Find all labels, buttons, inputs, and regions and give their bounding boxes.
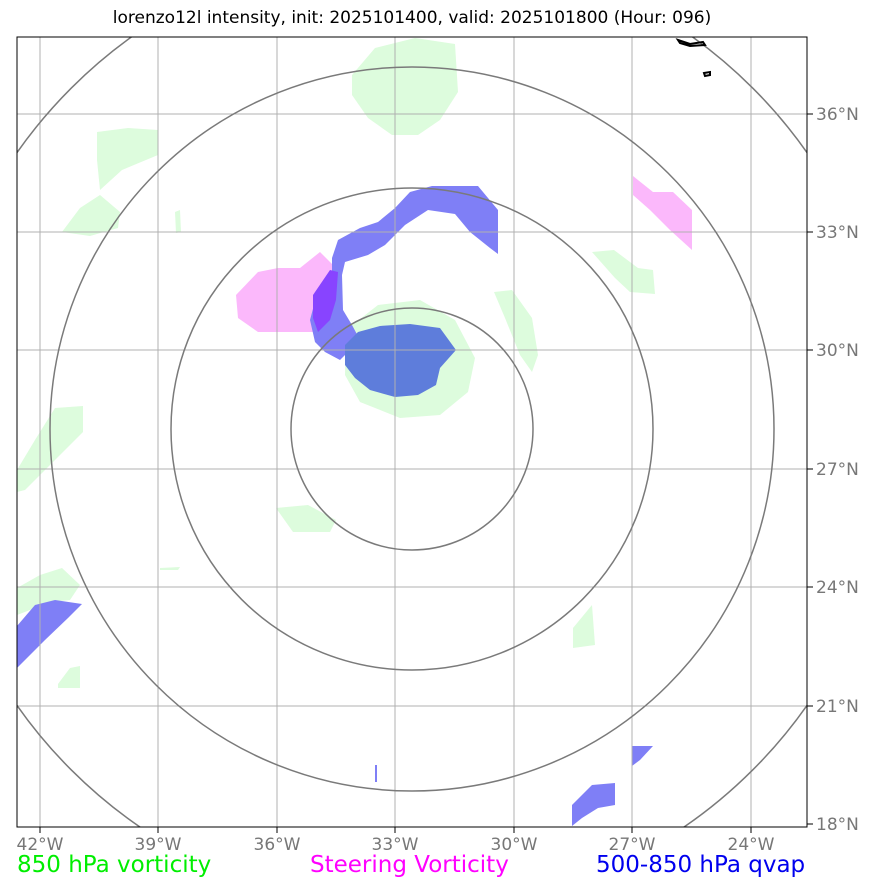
lon-label: 33°W	[372, 835, 419, 855]
range-ring-1	[290, 307, 534, 551]
legend-steering-vorticity: Steering Vorticity	[310, 852, 509, 878]
lon-label: 30°W	[491, 835, 538, 855]
lon-label: 42°W	[17, 835, 64, 855]
vorticity-patch	[160, 567, 180, 570]
vorticity-patch	[276, 505, 336, 532]
legend-850-vorticity: 850 hPa vorticity	[17, 852, 212, 878]
vorticity-patch	[17, 568, 80, 615]
steering-patch	[236, 252, 336, 332]
vorticity-850-areas	[17, 38, 655, 688]
lat-label: 27°N	[816, 460, 859, 480]
qvap-areas	[17, 186, 653, 826]
vorticity-patch	[592, 250, 655, 294]
lat-label: 21°N	[816, 697, 859, 717]
qvap-patch	[375, 765, 377, 782]
vorticity-patch	[573, 605, 595, 648]
vorticity-patch	[175, 210, 181, 233]
qvap-patch	[572, 783, 615, 826]
lon-label: 36°W	[254, 835, 301, 855]
lat-label: 30°N	[816, 341, 859, 361]
vorticity-patch	[494, 290, 538, 372]
map-frame	[16, 36, 808, 828]
lon-label: 39°W	[135, 835, 182, 855]
lat-label: 33°N	[816, 223, 859, 243]
latitude-labels: 36°N 33°N 30°N 27°N 24°N 21°N 18°N	[816, 105, 859, 835]
vorticity-patch	[58, 666, 80, 688]
steering-patch	[633, 176, 692, 250]
legend-qvap: 500-850 hPa qvap	[596, 852, 806, 878]
qvap-patch	[17, 600, 82, 668]
coastline-island	[675, 38, 707, 48]
lon-label: 27°W	[609, 835, 656, 855]
qvap-patch	[310, 186, 498, 360]
coastline	[675, 38, 711, 78]
lat-label: 24°N	[816, 578, 859, 598]
lat-label: 36°N	[816, 105, 859, 125]
map-title: lorenzo12l intensity, init: 2025101400, …	[112, 8, 712, 28]
axis-ticks	[39, 113, 813, 833]
steering-qvap-overlap	[313, 270, 338, 332]
lon-label: 24°W	[728, 835, 775, 855]
lat-label: 18°N	[816, 815, 859, 835]
range-ring-3	[49, 66, 775, 792]
range-ring-2	[170, 187, 654, 671]
coastline-island	[702, 70, 711, 78]
lat-lon-grid	[17, 37, 807, 827]
qvap-patch	[632, 746, 653, 766]
longitude-labels: 42°W 39°W 36°W 33°W 30°W 27°W 24°W	[17, 835, 775, 855]
vorticity-patch	[97, 128, 158, 190]
qvap-dense-area	[345, 324, 456, 397]
vorticity-patch	[62, 195, 120, 236]
qvap-dense-patch	[345, 324, 456, 397]
overlap-patch	[313, 270, 338, 332]
vorticity-patch	[352, 38, 458, 135]
